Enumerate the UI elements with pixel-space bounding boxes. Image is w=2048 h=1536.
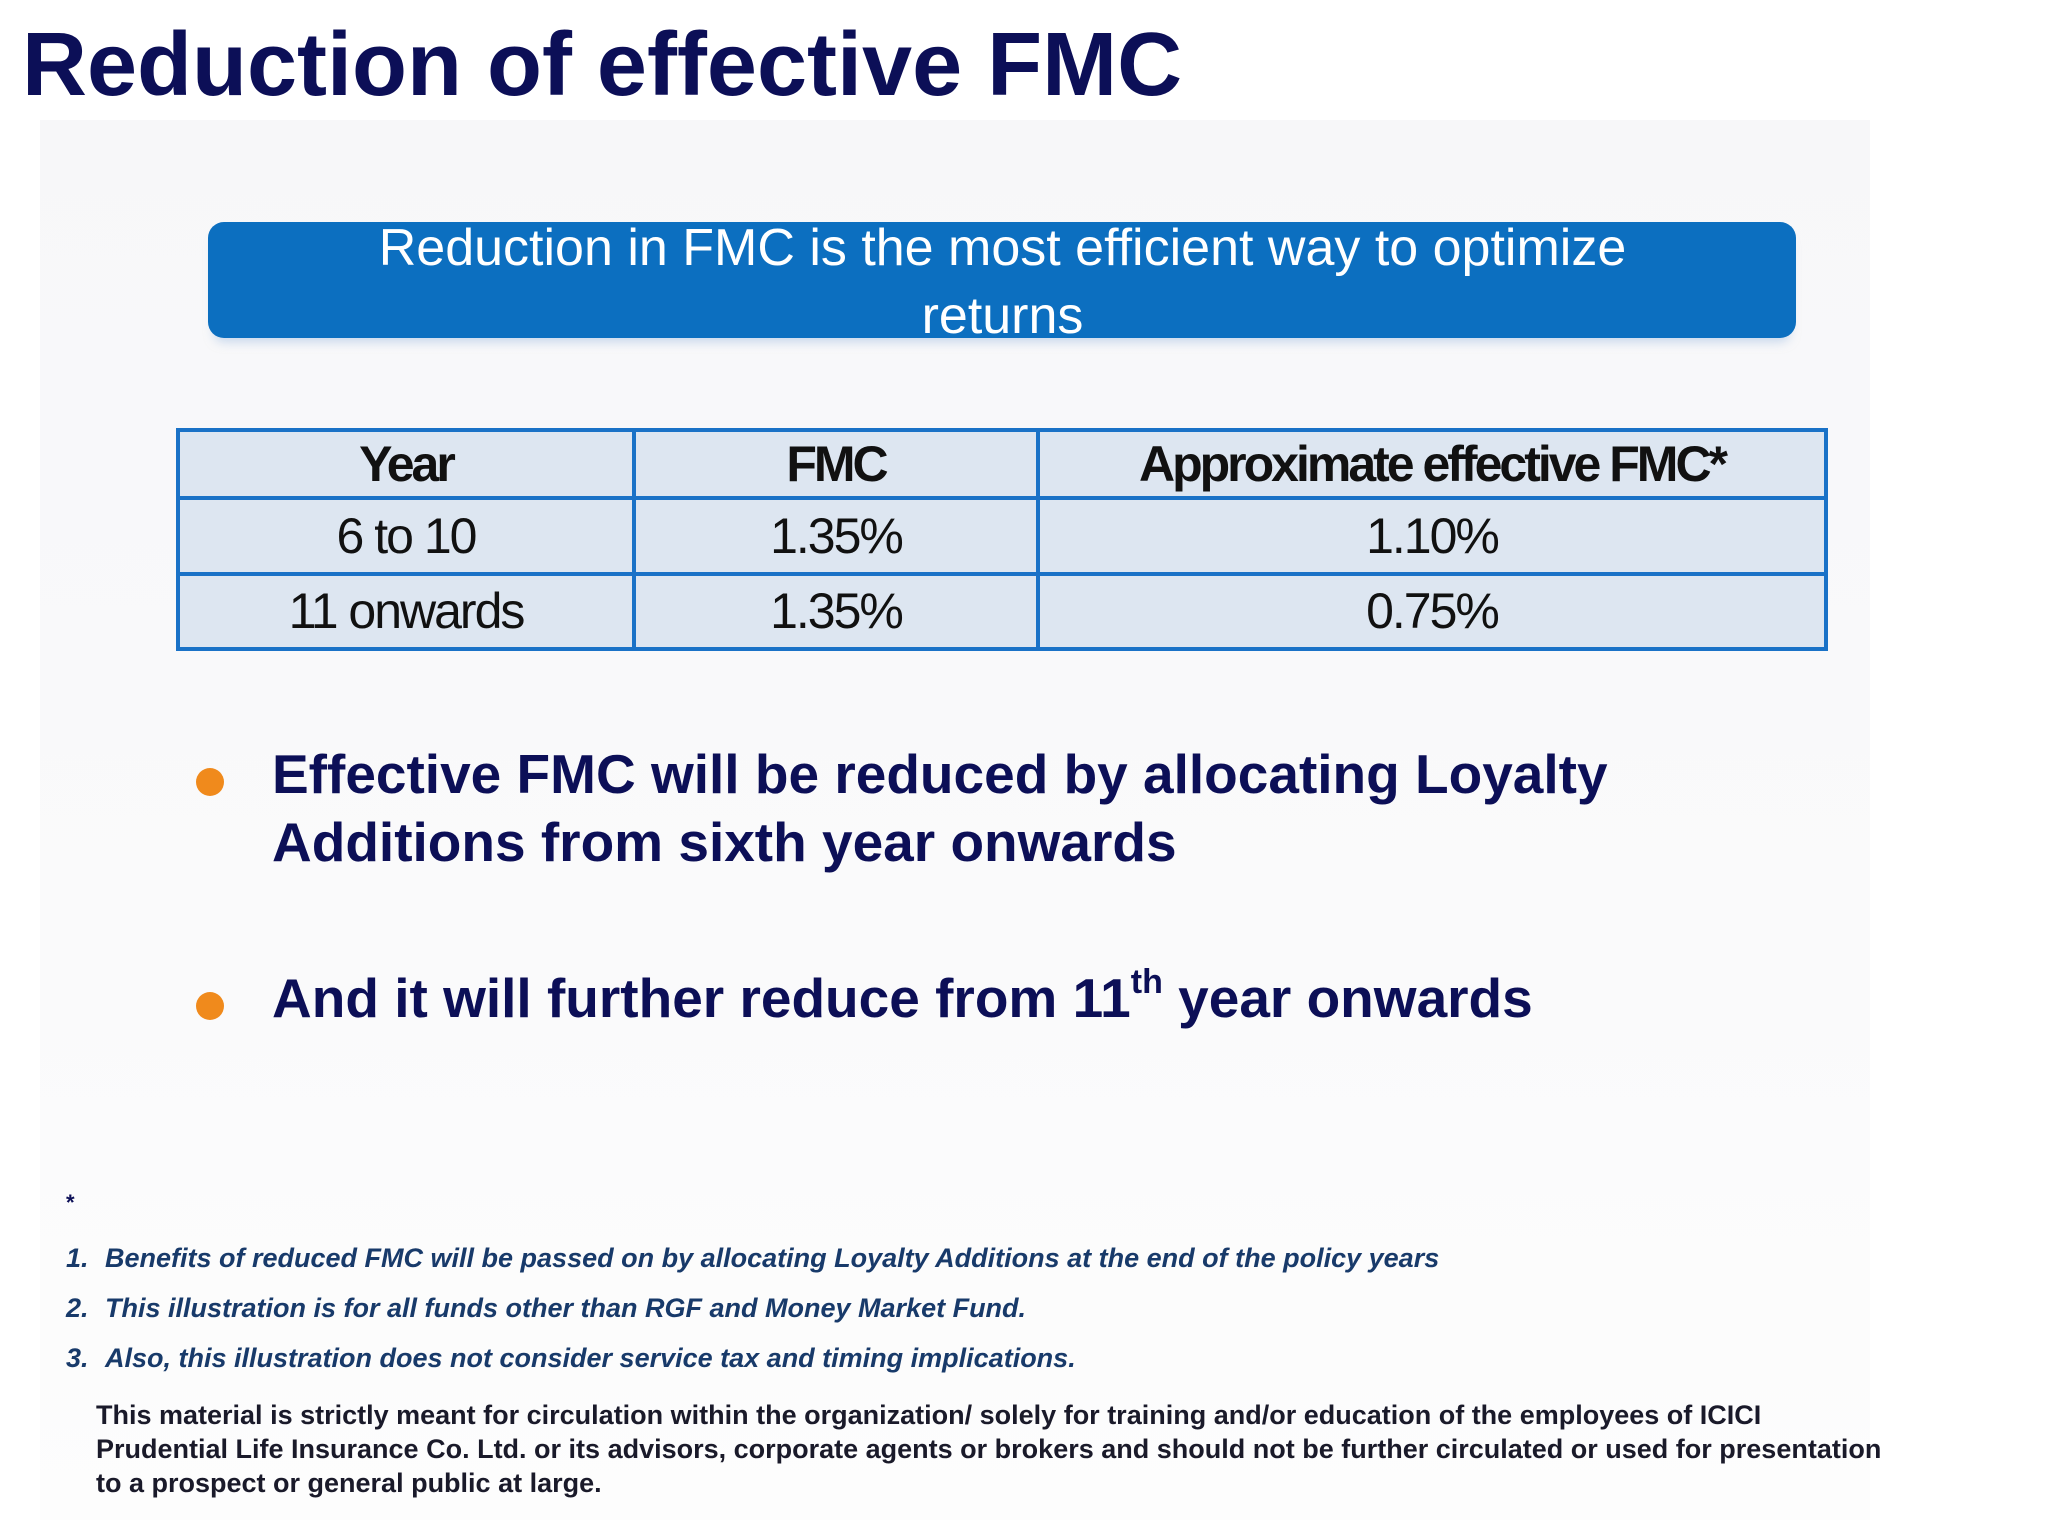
footnote-item: 1. Benefits of reduced FMC will be passe…	[66, 1241, 1446, 1275]
cell-effective-fmc: 1.10%	[1036, 496, 1828, 576]
fmc-table: Year FMC Approximate effective FMC* 6 to…	[176, 428, 1828, 651]
header-fmc: FMC	[632, 428, 1040, 500]
bullet-text-tail: year onwards	[1162, 967, 1533, 1029]
cell-fmc: 1.35%	[632, 571, 1040, 651]
bullet-item: And it will further reduce from 11th yea…	[190, 964, 1730, 1032]
header-year: Year	[176, 428, 636, 500]
cell-year: 6 to 10	[176, 496, 636, 576]
headline-banner	[208, 222, 1796, 338]
footnote-number: 1.	[66, 1243, 89, 1273]
headline-banner-text: Reduction in FMC is the most efficient w…	[378, 219, 1627, 345]
ordinal-superscript: th	[1130, 963, 1163, 1001]
table-header-row: Year FMC Approximate effective FMC*	[176, 428, 1828, 500]
bullet-text: And it will further reduce from 11th yea…	[272, 965, 1533, 1029]
cell-effective-fmc: 0.75%	[1036, 571, 1828, 651]
bullet-dot-icon	[196, 768, 224, 796]
footnote-number: 3.	[66, 1343, 89, 1373]
cell-fmc: 1.35%	[632, 496, 1040, 576]
footnote-text: Also, this illustration does not conside…	[105, 1343, 1076, 1373]
slide-title: Reduction of effective FMC	[22, 15, 1183, 115]
slide-background	[40, 120, 1870, 1520]
footnote-item: 3. Also, this illustration does not cons…	[66, 1341, 1446, 1375]
footnote-item: 2. This illustration is for all funds ot…	[66, 1291, 1446, 1325]
table-row: 6 to 10 1.35% 1.10%	[176, 496, 1828, 576]
footnote-number: 2.	[66, 1293, 89, 1323]
header-effective-fmc: Approximate effective FMC*	[1036, 428, 1828, 500]
footnote-text: Benefits of reduced FMC will be passed o…	[105, 1243, 1440, 1273]
footnote-text: This illustration is for all funds other…	[105, 1293, 1027, 1323]
bullet-text: Effective FMC will be reduced by allocat…	[272, 743, 1608, 873]
footnote-marker: *	[66, 1190, 75, 1215]
footnote-list: 1. Benefits of reduced FMC will be passe…	[66, 1241, 1446, 1375]
bullet-item: Effective FMC will be reduced by allocat…	[190, 740, 1730, 876]
cell-year: 11 onwards	[176, 571, 636, 651]
bullet-list: Effective FMC will be reduced by allocat…	[190, 740, 1730, 1032]
table-row: 11 onwards 1.35% 0.75%	[176, 571, 1828, 651]
disclaimer-text: This material is strictly meant for circ…	[96, 1400, 1882, 1498]
bullet-text-main: And it will further reduce from 11	[272, 967, 1131, 1029]
bullet-dot-icon	[196, 992, 224, 1020]
